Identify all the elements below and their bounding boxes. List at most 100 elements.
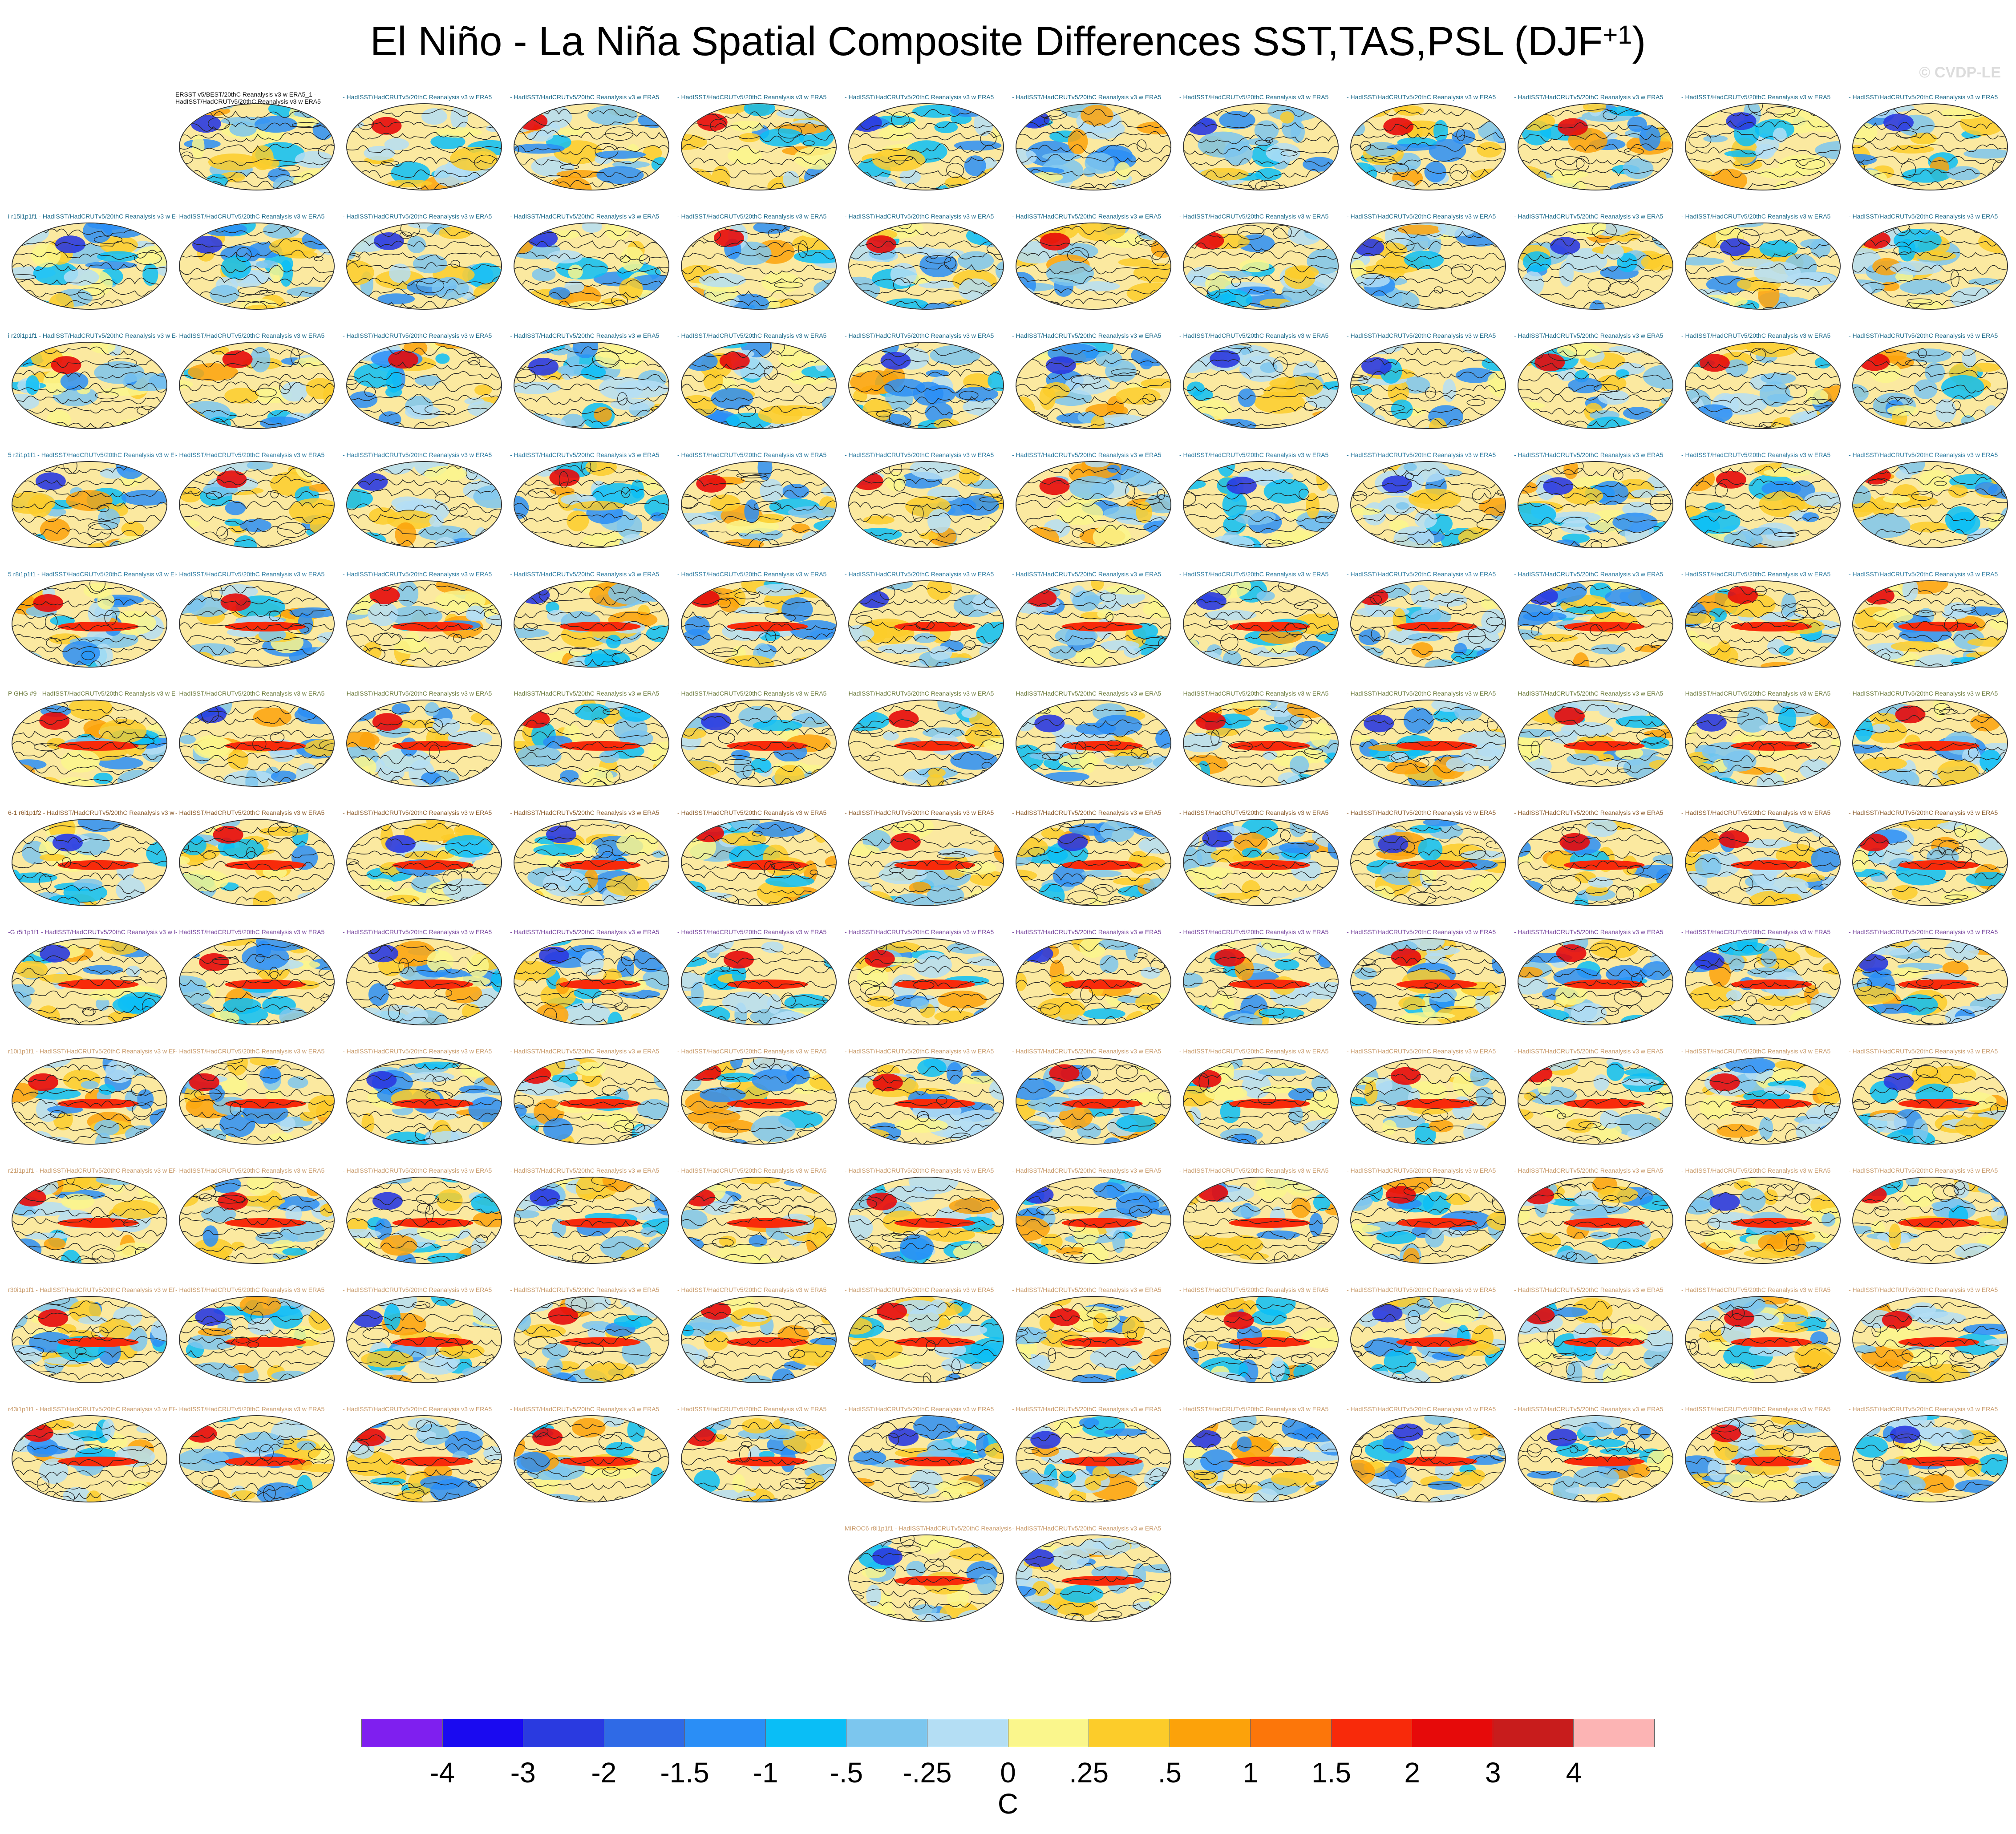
- map-panel-label: - HadISST/HadCRUTv5/20thC Reanalysis v3 …: [1179, 690, 1347, 697]
- composite-map: [1016, 938, 1171, 1025]
- composite-map: [1685, 938, 1841, 1025]
- map-panel: - HadISST/HadCRUTv5/20thC Reanalysis v3 …: [1347, 928, 1514, 1027]
- colorbar-box: [766, 1719, 847, 1747]
- composite-map: [514, 819, 669, 906]
- map-panel-label: - HadISST/HadCRUTv5/20thC Reanalysis v3 …: [1012, 809, 1179, 816]
- composite-map: [1685, 103, 1841, 190]
- map-panel-label: - HadISST/HadCRUTv5/20thC Reanalysis v3 …: [510, 690, 677, 697]
- composite-map: [514, 580, 669, 668]
- composite-map: [1350, 342, 1506, 429]
- composite-map: [514, 1415, 669, 1502]
- map-panel-label: - HadISST/HadCRUTv5/20thC Reanalysis v3 …: [1514, 690, 1681, 697]
- map-panel-label: - HadISST/HadCRUTv5/20thC Reanalysis v3 …: [1681, 1048, 1849, 1055]
- colorbar-box: [685, 1719, 766, 1747]
- composite-map: [1518, 1177, 1673, 1264]
- map-panel: ERSST v5/BEST/20thC Reanalysis v3 w ERA5…: [175, 93, 343, 192]
- composite-map: [346, 342, 502, 429]
- composite-map: [346, 1415, 502, 1502]
- colorbar-tick-label: 2: [1404, 1757, 1420, 1788]
- map-panel: - HadISST/HadCRUTv5/20thC Reanalysis v3 …: [1347, 690, 1514, 789]
- map-panel-label: -G r5i1p1f1 - HadISST/HadCRUTv5/20thC Re…: [8, 928, 175, 935]
- map-panel: - HadISST/HadCRUTv5/20thC Reanalysis v3 …: [1179, 809, 1347, 908]
- composite-map: [346, 1177, 502, 1264]
- composite-map: [514, 223, 669, 310]
- composite-map: [1016, 819, 1171, 906]
- map-panel-label: - HadISST/HadCRUTv5/20thC Reanalysis v3 …: [1179, 1048, 1347, 1055]
- composite-map: [1518, 819, 1673, 906]
- composite-map: [1518, 1415, 1673, 1502]
- composite-map: [12, 342, 167, 429]
- map-panel: - HadISST/HadCRUTv5/20thC Reanalysis v3 …: [1849, 332, 2016, 431]
- map-panel-label: - HadISST/HadCRUTv5/20thC Reanalysis v3 …: [175, 451, 343, 458]
- colorbar-unit: C: [0, 1788, 2016, 1819]
- composite-map: [346, 700, 502, 787]
- map-panel: - HadISST/HadCRUTv5/20thC Reanalysis v3 …: [1514, 332, 1681, 431]
- map-panel-label: - HadISST/HadCRUTv5/20thC Reanalysis v3 …: [1347, 93, 1514, 101]
- map-panel-label: - HadISST/HadCRUTv5/20thC Reanalysis v3 …: [1681, 213, 1849, 220]
- map-panel-label: - HadISST/HadCRUTv5/20thC Reanalysis v3 …: [510, 451, 677, 458]
- map-panel-label: - HadISST/HadCRUTv5/20thC Reanalysis v3 …: [175, 571, 343, 578]
- colorbar-tick-label: -4: [429, 1757, 455, 1788]
- map-panel: - HadISST/HadCRUTv5/20thC Reanalysis v3 …: [1347, 809, 1514, 908]
- composite-map: [1685, 1177, 1841, 1264]
- map-panel-label: - HadISST/HadCRUTv5/20thC Reanalysis v3 …: [1514, 571, 1681, 578]
- colorbar: [361, 1719, 1655, 1747]
- observations-label-line2: HadISST/HadCRUTv5/20thC Reanalysis v3 w …: [175, 98, 343, 105]
- map-panel-label: - HadISST/HadCRUTv5/20thC Reanalysis v3 …: [510, 809, 677, 816]
- map-panel-label: - HadISST/HadCRUTv5/20thC Reanalysis v3 …: [175, 1286, 343, 1293]
- map-panel-label: - HadISST/HadCRUTv5/20thC Reanalysis v3 …: [1179, 93, 1347, 101]
- map-panel: - HadISST/HadCRUTv5/20thC Reanalysis v3 …: [1347, 571, 1514, 669]
- composite-map: [1183, 819, 1339, 906]
- map-panel: 6-1 r6i1p1f2 - HadISST/HadCRUTv5/20thC R…: [8, 809, 175, 908]
- colorbar-tick-label: -1.5: [660, 1757, 709, 1788]
- map-panel: - HadISST/HadCRUTv5/20thC Reanalysis v3 …: [510, 451, 677, 550]
- map-panel-label: - HadISST/HadCRUTv5/20thC Reanalysis v3 …: [1514, 213, 1681, 220]
- composite-map: [1016, 1534, 1171, 1622]
- map-panel: - HadISST/HadCRUTv5/20thC Reanalysis v3 …: [1681, 451, 1849, 550]
- composite-map: [346, 1057, 502, 1145]
- map-panel: - HadISST/HadCRUTv5/20thC Reanalysis v3 …: [510, 93, 677, 192]
- map-panel: - HadISST/HadCRUTv5/20thC Reanalysis v3 …: [677, 1167, 845, 1266]
- map-panel: - HadISST/HadCRUTv5/20thC Reanalysis v3 …: [510, 332, 677, 431]
- map-panel-label: - HadISST/HadCRUTv5/20thC Reanalysis v3 …: [1347, 332, 1514, 339]
- map-panel: r43i1p1f1 - HadISST/HadCRUTv5/20thC Rean…: [8, 1405, 175, 1504]
- map-panel-label: - HadISST/HadCRUTv5/20thC Reanalysis v3 …: [510, 332, 677, 339]
- map-panel: - HadISST/HadCRUTv5/20thC Reanalysis v3 …: [1179, 1048, 1347, 1146]
- map-panel-label: - HadISST/HadCRUTv5/20thC Reanalysis v3 …: [1347, 1167, 1514, 1174]
- composite-map: [1518, 700, 1673, 787]
- map-panel-label: - HadISST/HadCRUTv5/20thC Reanalysis v3 …: [175, 332, 343, 339]
- composite-map: [1852, 580, 2008, 668]
- composite-map: [346, 938, 502, 1025]
- composite-map: [514, 938, 669, 1025]
- composite-map: [12, 819, 167, 906]
- map-panel-label: - HadISST/HadCRUTv5/20thC Reanalysis v3 …: [1681, 1405, 1849, 1413]
- map-panel-label: - HadISST/HadCRUTv5/20thC Reanalysis v3 …: [510, 928, 677, 935]
- map-panel-label: r10i1p1f1 - HadISST/HadCRUTv5/20thC Rean…: [8, 1048, 175, 1055]
- map-panel-label: - HadISST/HadCRUTv5/20thC Reanalysis v3 …: [510, 1405, 677, 1413]
- map-panel: - HadISST/HadCRUTv5/20thC Reanalysis v3 …: [1012, 1167, 1179, 1266]
- map-panel: - HadISST/HadCRUTv5/20thC Reanalysis v3 …: [1514, 928, 1681, 1027]
- map-panel: - HadISST/HadCRUTv5/20thC Reanalysis v3 …: [1347, 93, 1514, 192]
- map-panel: - HadISST/HadCRUTv5/20thC Reanalysis v3 …: [845, 809, 1012, 908]
- map-panel: - HadISST/HadCRUTv5/20thC Reanalysis v3 …: [845, 451, 1012, 550]
- map-panel: - HadISST/HadCRUTv5/20thC Reanalysis v3 …: [1179, 690, 1347, 789]
- map-panel: - HadISST/HadCRUTv5/20thC Reanalysis v3 …: [1347, 1286, 1514, 1385]
- map-panel-label: r30i1p1f1 - HadISST/HadCRUTv5/20thC Rean…: [8, 1286, 175, 1293]
- composite-map: [1183, 1177, 1339, 1264]
- map-panel-label: - HadISST/HadCRUTv5/20thC Reanalysis v3 …: [1012, 690, 1179, 697]
- colorbar-box: [362, 1719, 443, 1747]
- map-panel-label: - HadISST/HadCRUTv5/20thC Reanalysis v3 …: [1681, 332, 1849, 339]
- map-panel: - HadISST/HadCRUTv5/20thC Reanalysis v3 …: [1849, 809, 2016, 908]
- map-panel: - HadISST/HadCRUTv5/20thC Reanalysis v3 …: [175, 451, 343, 550]
- composite-map: [346, 461, 502, 548]
- composite-map: [1350, 1415, 1506, 1502]
- map-panel: - HadISST/HadCRUTv5/20thC Reanalysis v3 …: [510, 1167, 677, 1266]
- map-panel-label: - HadISST/HadCRUTv5/20thC Reanalysis v3 …: [1179, 1286, 1347, 1293]
- composite-map: [179, 461, 335, 548]
- map-panel: - HadISST/HadCRUTv5/20thC Reanalysis v3 …: [1179, 451, 1347, 550]
- map-panel-label: - HadISST/HadCRUTv5/20thC Reanalysis v3 …: [1849, 213, 2016, 220]
- map-panel-label: - HadISST/HadCRUTv5/20thC Reanalysis v3 …: [677, 93, 845, 101]
- map-panel: - HadISST/HadCRUTv5/20thC Reanalysis v3 …: [677, 1286, 845, 1385]
- colorbar-tick-label: 1.5: [1312, 1757, 1351, 1788]
- map-panel: - HadISST/HadCRUTv5/20thC Reanalysis v3 …: [1849, 93, 2016, 192]
